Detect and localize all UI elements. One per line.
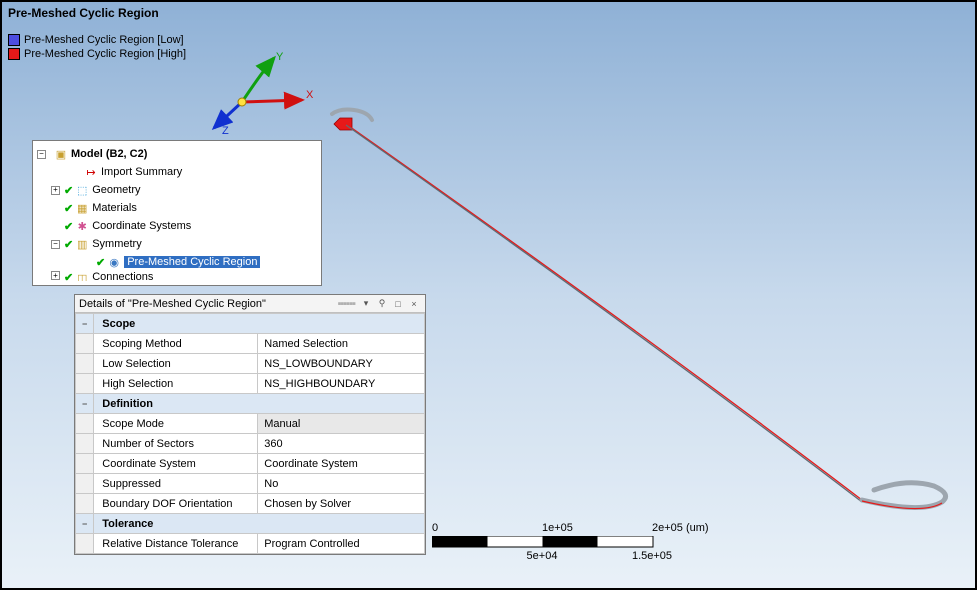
triad-y-label: Y <box>276 52 284 63</box>
tree-expand-icon[interactable]: + <box>51 271 60 280</box>
tree-item-label: Import Summary <box>101 166 182 178</box>
group-collapse-icon[interactable]: − <box>76 394 94 414</box>
tree-node-icon: ↦ <box>84 165 98 179</box>
tree-item-label: Coordinate Systems <box>92 220 191 232</box>
tree-item[interactable]: ✔▦Materials <box>33 199 321 217</box>
property-row[interactable]: Scope ModeManual <box>76 414 425 434</box>
property-row[interactable]: Low SelectionNS_LOWBOUNDARY <box>76 354 425 374</box>
details-table[interactable]: −ScopeScoping MethodNamed SelectionLow S… <box>75 313 425 554</box>
property-name: Scoping Method <box>94 334 258 354</box>
property-group: Scope <box>94 314 425 334</box>
pin-icon[interactable]: ⚲ <box>375 297 389 310</box>
legend-row-low: Pre-Meshed Cyclic Region [Low] <box>8 34 186 46</box>
property-value[interactable]: Chosen by Solver <box>258 494 425 514</box>
property-row[interactable]: Scoping MethodNamed Selection <box>76 334 425 354</box>
legend-swatch-high <box>8 48 20 60</box>
property-name: Suppressed <box>94 474 258 494</box>
tree-item[interactable]: + ✔⬚Geometry <box>33 181 321 199</box>
tree-node-icon: ▦ <box>75 201 89 215</box>
tree-item-label: Geometry <box>92 184 140 196</box>
property-name: Boundary DOF Orientation <box>94 494 258 514</box>
tree-node-icon: ⬚ <box>75 183 89 197</box>
tree-item[interactable]: ✔✱Coordinate Systems <box>33 217 321 235</box>
legend-label-high: Pre-Meshed Cyclic Region [High] <box>24 48 186 60</box>
viewport-legend: Pre-Meshed Cyclic Region [Low] Pre-Meshe… <box>8 34 186 62</box>
tree-item[interactable]: + ✔◫Connections <box>33 271 321 281</box>
tree-node-icon: ◫ <box>75 271 89 281</box>
graphics-viewport[interactable]: Pre-Meshed Cyclic Region Pre-Meshed Cycl… <box>2 2 975 588</box>
triad-x-label: X <box>306 89 314 101</box>
tree-item[interactable]: ✔◉Pre-Meshed Cyclic Region <box>33 253 321 271</box>
details-title: Details of "Pre-Meshed Cyclic Region" <box>79 298 334 310</box>
scale-mid-1: 1.5e+05 <box>597 550 707 562</box>
legend-label-low: Pre-Meshed Cyclic Region [Low] <box>24 34 184 46</box>
property-value[interactable]: Manual <box>258 414 425 434</box>
property-value[interactable]: 360 <box>258 434 425 454</box>
tree-root-label: Model (B2, C2) <box>71 148 147 160</box>
property-row[interactable]: Coordinate SystemCoordinate System <box>76 454 425 474</box>
property-value[interactable]: Named Selection <box>258 334 425 354</box>
tree-expand-icon[interactable]: + <box>51 186 60 195</box>
property-name: Coordinate System <box>94 454 258 474</box>
tree-check-icon: ✔ <box>64 202 73 215</box>
property-row[interactable]: High SelectionNS_HIGHBOUNDARY <box>76 374 425 394</box>
scale-tick-1: 1e+05 <box>542 522 652 534</box>
property-name: Relative Distance Tolerance <box>94 534 258 554</box>
property-row[interactable]: SuppressedNo <box>76 474 425 494</box>
scale-bar: 0 1e+05 2e+05 (um) 5e+04 1.5e+05 <box>432 522 872 562</box>
property-value[interactable]: Coordinate System <box>258 454 425 474</box>
property-name: Number of Sectors <box>94 434 258 454</box>
tree-expand-icon[interactable]: − <box>51 240 60 249</box>
property-name: Low Selection <box>94 354 258 374</box>
property-group: Definition <box>94 394 425 414</box>
legend-swatch-low <box>8 34 20 46</box>
property-value[interactable]: No <box>258 474 425 494</box>
scale-mid-0: 5e+04 <box>487 550 597 562</box>
legend-row-high: Pre-Meshed Cyclic Region [High] <box>8 48 186 60</box>
group-collapse-icon[interactable]: − <box>76 514 94 534</box>
model-icon: ▣ <box>54 147 68 161</box>
tree-check-icon: ✔ <box>64 238 73 251</box>
tree-check-icon: ✔ <box>96 256 105 269</box>
property-value[interactable]: Program Controlled <box>258 534 425 554</box>
property-name: High Selection <box>94 374 258 394</box>
property-value[interactable]: NS_LOWBOUNDARY <box>258 354 425 374</box>
tree-collapse-icon[interactable]: − <box>37 150 46 159</box>
property-row[interactable]: Relative Distance ToleranceProgram Contr… <box>76 534 425 554</box>
tree-item[interactable]: −✔▥Symmetry <box>33 235 321 253</box>
tree-root[interactable]: − ▣ Model (B2, C2) <box>33 145 321 163</box>
scale-tick-0: 0 <box>432 522 542 534</box>
viewport-title: Pre-Meshed Cyclic Region <box>8 6 159 20</box>
dropdown-icon[interactable]: ▾ <box>359 297 373 310</box>
group-collapse-icon[interactable]: − <box>76 314 94 334</box>
property-row[interactable]: Number of Sectors360 <box>76 434 425 454</box>
tree-item-label: Materials <box>92 202 137 214</box>
tree-item-label: Pre-Meshed Cyclic Region <box>124 256 260 268</box>
details-grip-icon[interactable]: ▪▪▪▪▪▪ <box>338 298 355 310</box>
close-icon[interactable]: × <box>407 297 421 310</box>
tree-item-label: Connections <box>92 271 153 281</box>
details-header[interactable]: Details of "Pre-Meshed Cyclic Region" ▪▪… <box>75 295 425 313</box>
property-name: Scope Mode <box>94 414 258 434</box>
property-value[interactable]: NS_HIGHBOUNDARY <box>258 374 425 394</box>
scale-bar-graphic <box>432 536 654 548</box>
tree-item-label: Symmetry <box>92 238 142 250</box>
property-group: Tolerance <box>94 514 425 534</box>
tree-node-icon: ◉ <box>107 255 121 269</box>
property-row[interactable]: Boundary DOF OrientationChosen by Solver <box>76 494 425 514</box>
tree-check-icon: ✔ <box>64 271 73 281</box>
maximize-icon[interactable]: □ <box>391 297 405 310</box>
tree-node-icon: ✱ <box>75 219 89 233</box>
boundary-marker-icon <box>334 118 352 130</box>
details-panel[interactable]: Details of "Pre-Meshed Cyclic Region" ▪▪… <box>74 294 426 555</box>
tree-check-icon: ✔ <box>64 220 73 233</box>
model-tree[interactable]: − ▣ Model (B2, C2) ↦Import Summary+✔⬚Geo… <box>32 140 322 286</box>
orientation-triad[interactable]: X Y Z <box>202 52 322 142</box>
tree-check-icon: ✔ <box>64 184 73 197</box>
tree-node-icon: ▥ <box>75 237 89 251</box>
tree-item[interactable]: ↦Import Summary <box>33 163 321 181</box>
triad-z-label: Z <box>222 125 229 137</box>
scale-tick-2: 2e+05 (um) <box>652 522 709 534</box>
